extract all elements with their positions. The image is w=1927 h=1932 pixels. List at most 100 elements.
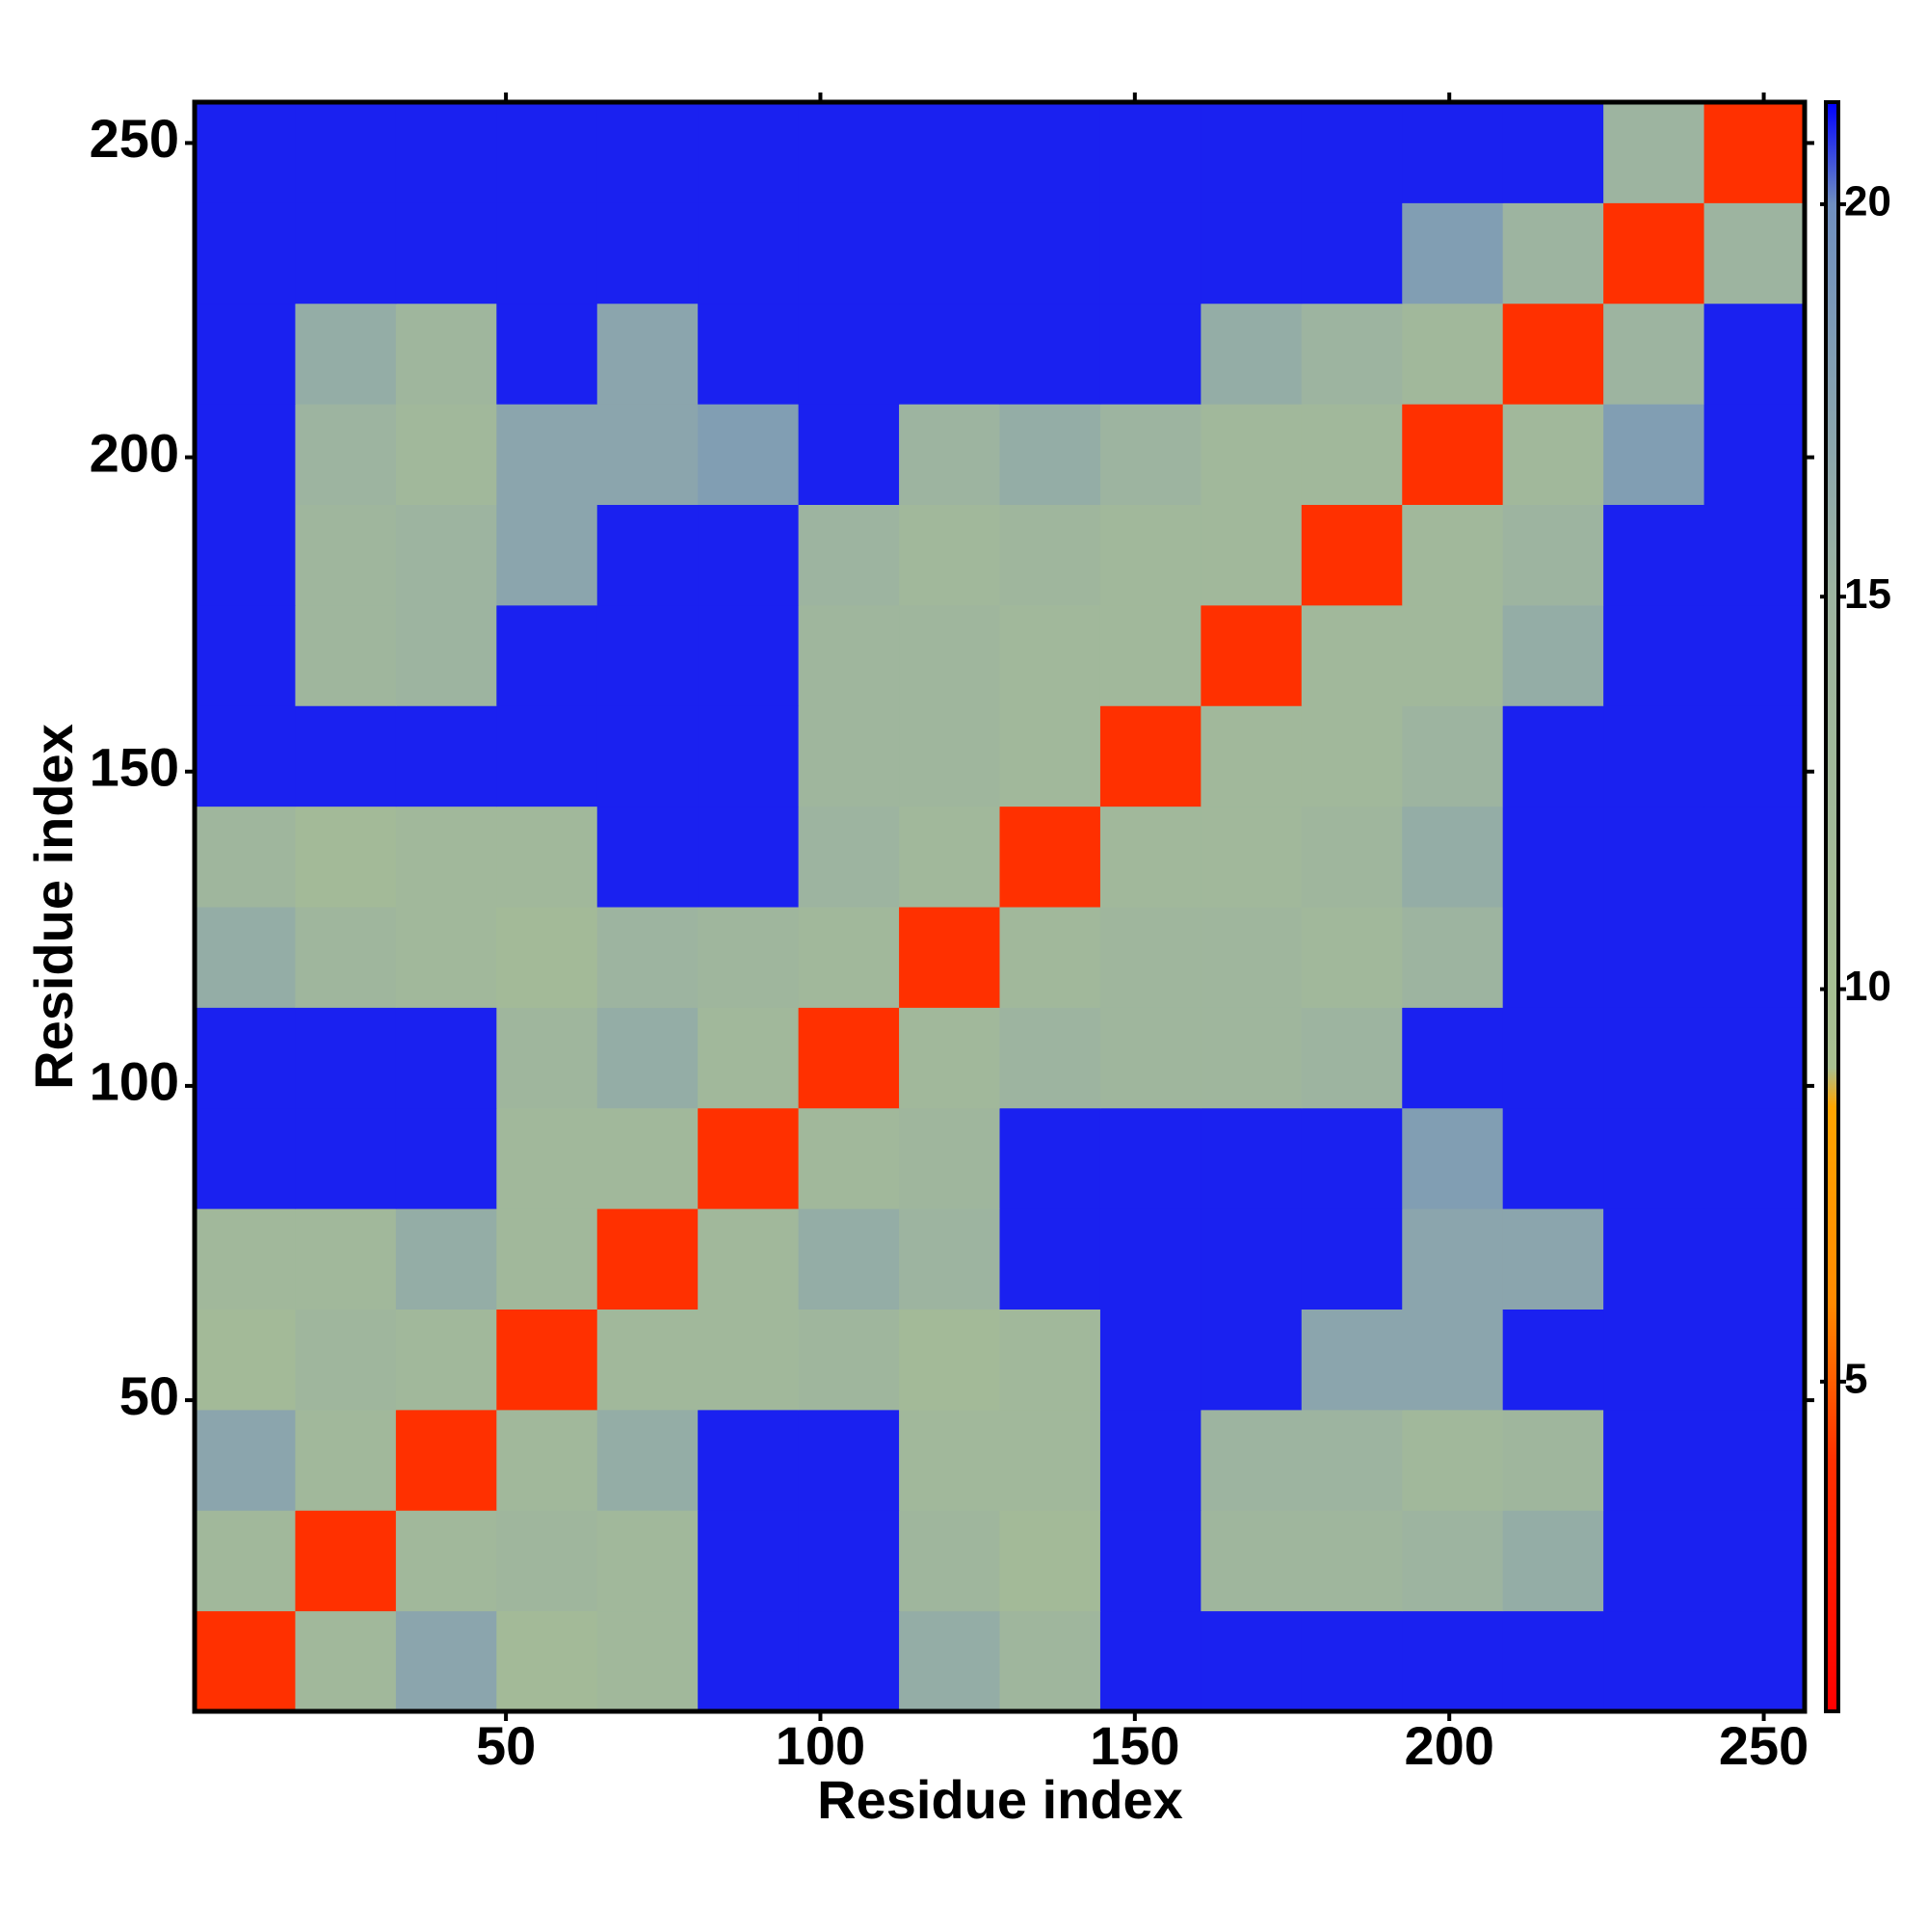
heatmap-cell bbox=[1502, 806, 1604, 908]
heatmap-cell bbox=[1201, 1309, 1303, 1411]
heatmap-cell bbox=[899, 705, 1000, 807]
heatmap-cell bbox=[1502, 102, 1604, 203]
heatmap-cell bbox=[1402, 404, 1504, 505]
heatmap-cell bbox=[1402, 705, 1504, 807]
heatmap-cell bbox=[1703, 604, 1806, 706]
heatmap-cell bbox=[1502, 1510, 1604, 1612]
heatmap-cell bbox=[1703, 202, 1806, 304]
heatmap-cell bbox=[395, 1007, 497, 1109]
heatmap-cell bbox=[899, 102, 1000, 203]
heatmap-cell bbox=[295, 202, 397, 304]
heatmap-cell bbox=[1099, 1610, 1201, 1712]
heatmap-cell bbox=[195, 404, 296, 505]
heatmap-cell bbox=[195, 1309, 296, 1411]
colorbar-tick-label: 20 bbox=[1844, 178, 1891, 225]
heatmap-cell bbox=[999, 504, 1101, 606]
heatmap-cell bbox=[1099, 907, 1201, 1008]
heatmap-cell bbox=[999, 404, 1101, 505]
heatmap-cell bbox=[999, 1107, 1101, 1209]
heatmap-cell bbox=[1502, 604, 1604, 706]
heatmap-cell bbox=[999, 102, 1101, 203]
heatmap-cell bbox=[295, 1007, 397, 1109]
x-tick-label: 250 bbox=[1719, 1715, 1808, 1776]
heatmap-cell bbox=[698, 1409, 800, 1511]
heatmap-cell bbox=[698, 102, 800, 203]
heatmap-cell bbox=[395, 1208, 497, 1310]
heatmap-cell bbox=[798, 705, 900, 807]
heatmap-cell bbox=[1301, 604, 1403, 706]
heatmap-cell bbox=[1402, 102, 1504, 203]
heatmap-cell bbox=[596, 303, 699, 405]
heatmap-cell bbox=[596, 1510, 699, 1612]
heatmap-cell bbox=[496, 1208, 598, 1310]
heatmap-cell bbox=[295, 404, 397, 505]
heatmap-cell bbox=[195, 806, 296, 908]
heatmap-cell bbox=[1099, 1007, 1201, 1109]
heatmap-cell bbox=[1603, 202, 1705, 304]
heatmap-cell bbox=[1502, 504, 1604, 606]
heatmap-cell bbox=[596, 1610, 699, 1712]
heatmap-cell bbox=[899, 1510, 1000, 1612]
heatmap-cell bbox=[999, 1007, 1101, 1109]
heatmap-cell bbox=[999, 604, 1101, 706]
heatmap-cell bbox=[496, 504, 598, 606]
heatmap-cell bbox=[1201, 1007, 1303, 1109]
heatmap-cell bbox=[496, 806, 598, 908]
heatmap-cell bbox=[395, 102, 497, 203]
heatmap-cell bbox=[1099, 202, 1201, 304]
heatmap-cell bbox=[1201, 102, 1303, 203]
heatmap-cell bbox=[395, 404, 497, 505]
heatmap-cell bbox=[395, 202, 497, 304]
heatmap-cell bbox=[899, 303, 1000, 405]
heatmap-cell bbox=[698, 907, 800, 1008]
heatmap-cell bbox=[1603, 1007, 1705, 1109]
heatmap-cell bbox=[1301, 1208, 1403, 1310]
heatmap-cell bbox=[1603, 504, 1705, 606]
heatmap-cell bbox=[1703, 806, 1806, 908]
heatmap-cell bbox=[798, 1208, 900, 1310]
heatmap-cell bbox=[395, 604, 497, 706]
heatmap-cell bbox=[1703, 1107, 1806, 1209]
heatmap-cell bbox=[295, 907, 397, 1008]
heatmap-cell bbox=[395, 1107, 497, 1209]
x-tick-label: 200 bbox=[1404, 1715, 1493, 1776]
heatmap-cell bbox=[1099, 705, 1201, 807]
heatmap-cell bbox=[1703, 1510, 1806, 1612]
heatmap-cell bbox=[1502, 1610, 1604, 1712]
heatmap-cell bbox=[195, 303, 296, 405]
y-tick-label: 100 bbox=[90, 1051, 179, 1112]
heatmap-cell bbox=[295, 102, 397, 203]
heatmap-cell bbox=[1201, 504, 1303, 606]
heatmap-cell bbox=[1703, 1007, 1806, 1109]
heatmap-cell bbox=[1603, 1107, 1705, 1209]
colorbar-tick-label: 10 bbox=[1844, 963, 1891, 1010]
heatmap-cell bbox=[496, 1510, 598, 1612]
heatmap-cell bbox=[295, 604, 397, 706]
heatmap-cell bbox=[1502, 1107, 1604, 1209]
heatmap-cell bbox=[395, 907, 497, 1008]
heatmap-cell bbox=[1099, 1309, 1201, 1411]
heatmap-cell bbox=[496, 1610, 598, 1712]
heatmap-cell bbox=[395, 504, 497, 606]
heatmap-cell bbox=[698, 504, 800, 606]
heatmap-cell bbox=[1703, 1309, 1806, 1411]
y-tick-label: 150 bbox=[90, 737, 179, 798]
heatmap-cell bbox=[395, 705, 497, 807]
heatmap-cell bbox=[1703, 1208, 1806, 1310]
heatmap-cell bbox=[1301, 303, 1403, 405]
heatmap-cell bbox=[1301, 1107, 1403, 1209]
heatmap-cell bbox=[1502, 907, 1604, 1008]
heatmap-cell bbox=[1502, 705, 1604, 807]
heatmap-cell bbox=[195, 1107, 296, 1209]
heatmap-cell bbox=[999, 806, 1101, 908]
heatmap-cell bbox=[899, 1610, 1000, 1712]
heatmap-cell bbox=[195, 1409, 296, 1511]
heatmap-cell bbox=[1502, 404, 1604, 505]
heatmap-cell bbox=[1301, 806, 1403, 908]
heatmap-cell bbox=[1099, 1208, 1201, 1310]
heatmap-cell bbox=[1099, 1409, 1201, 1511]
heatmap-cell bbox=[999, 1309, 1101, 1411]
heatmap-cell bbox=[596, 1208, 699, 1310]
heatmap-cell bbox=[496, 303, 598, 405]
heatmap-cell bbox=[295, 705, 397, 807]
